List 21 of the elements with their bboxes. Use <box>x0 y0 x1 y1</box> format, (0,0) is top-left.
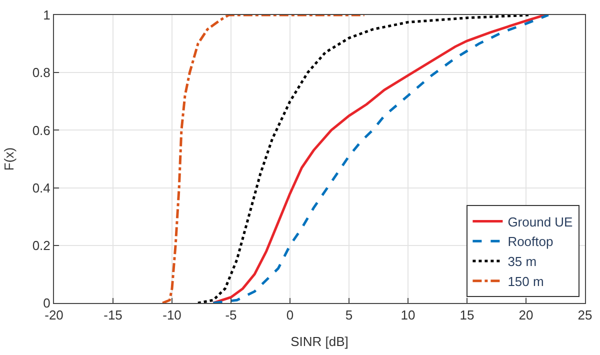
x-tick-label: 25 <box>578 308 592 323</box>
legend-label: Ground UE <box>508 214 574 230</box>
y-tick-label: 0.6 <box>32 122 50 138</box>
legend-label: 150 m <box>508 274 544 289</box>
x-tick-label: 0 <box>286 308 294 323</box>
x-tick-label: -15 <box>104 308 122 323</box>
y-tick-label: 0.8 <box>32 65 50 80</box>
line-series <box>161 15 366 303</box>
legend-label: 35 m <box>508 254 537 270</box>
y-tick-label: 1 <box>43 8 50 23</box>
x-tick-label: 10 <box>400 308 416 323</box>
legend-label: Rooftop <box>508 234 554 250</box>
x-tick-label: 20 <box>518 308 534 323</box>
x-tick-label: 15 <box>460 308 474 323</box>
y-axis-title: F(x) <box>1 147 16 171</box>
x-axis-title: SINR [dB] <box>290 334 348 350</box>
y-tick-label: 0.2 <box>32 238 50 253</box>
x-tick-label: -5 <box>225 308 237 323</box>
x-tick-label: -10 <box>162 308 182 323</box>
y-tick-label: 0.4 <box>32 180 50 196</box>
x-tick-label: 5 <box>345 308 353 323</box>
